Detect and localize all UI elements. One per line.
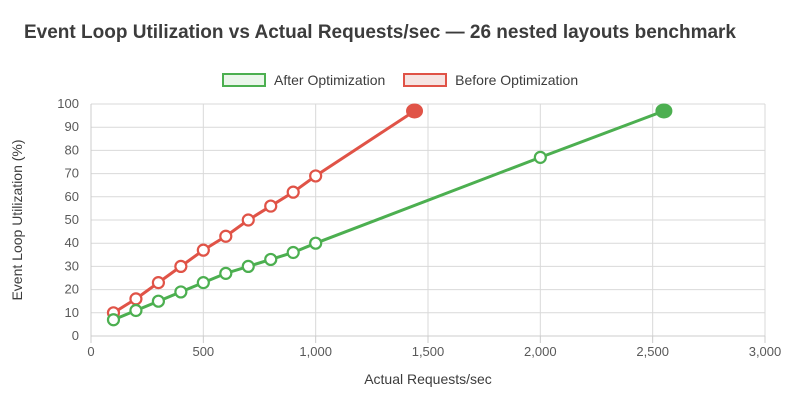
svg-text:90: 90 (65, 119, 79, 134)
svg-text:50: 50 (65, 212, 79, 227)
svg-text:60: 60 (65, 189, 79, 204)
svg-text:Event Loop Utilization (%): Event Loop Utilization (%) (9, 139, 25, 300)
svg-text:Actual Requests/sec: Actual Requests/sec (364, 371, 492, 387)
svg-text:3,000: 3,000 (749, 344, 782, 359)
svg-text:10: 10 (65, 305, 79, 320)
svg-text:2,000: 2,000 (524, 344, 557, 359)
svg-text:2,500: 2,500 (636, 344, 669, 359)
svg-text:0: 0 (72, 328, 79, 343)
svg-text:100: 100 (57, 96, 79, 111)
svg-text:30: 30 (65, 258, 79, 273)
svg-text:500: 500 (192, 344, 214, 359)
svg-text:70: 70 (65, 166, 79, 181)
svg-text:80: 80 (65, 142, 79, 157)
svg-text:40: 40 (65, 235, 79, 250)
svg-text:1,000: 1,000 (299, 344, 332, 359)
svg-text:1,500: 1,500 (412, 344, 445, 359)
svg-text:0: 0 (87, 344, 94, 359)
svg-text:20: 20 (65, 282, 79, 297)
